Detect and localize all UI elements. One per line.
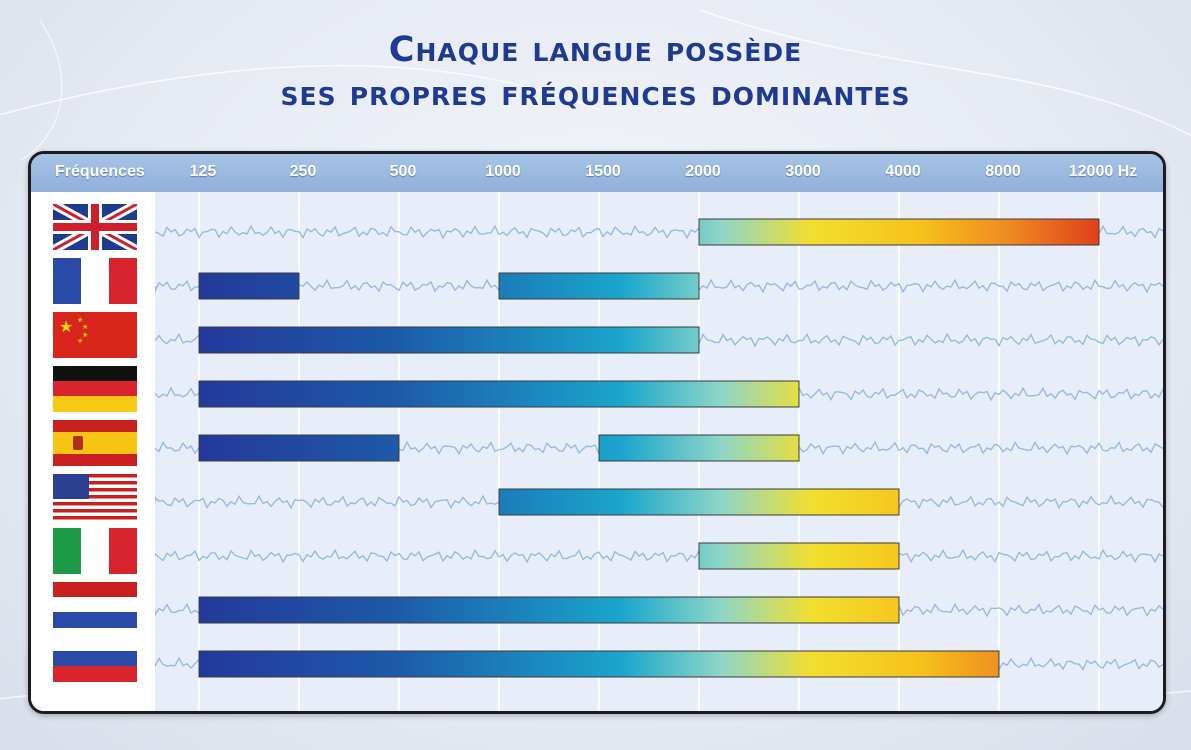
netherlands-flag-icon — [53, 582, 137, 628]
france-flag-icon — [53, 258, 137, 304]
flag-column: ★ ★ ★ ★ ★ — [31, 192, 155, 711]
frequency-range-bar — [498, 488, 900, 516]
chart-title-line-2: ses propres fréquences dominantes — [280, 74, 911, 114]
x-tick-label: 2000 — [685, 163, 721, 180]
x-tick-label: 500 — [389, 163, 417, 180]
spain-flag-icon — [53, 420, 137, 466]
svg-text:★: ★ — [77, 316, 83, 324]
united-kingdom-flag-icon — [53, 204, 137, 250]
svg-text:★: ★ — [82, 323, 88, 331]
china-flag-icon: ★ ★ ★ ★ ★ — [53, 312, 137, 358]
italy-flag-icon — [53, 528, 137, 574]
x-tick-label: 12000 Hz — [1068, 163, 1138, 180]
frequency-range-bar — [498, 272, 700, 300]
frequency-range-bar — [198, 380, 800, 408]
usa-flag-icon — [53, 474, 137, 520]
waveform-line — [155, 548, 1163, 564]
frequency-range-bar — [198, 596, 900, 624]
russia-flag-icon — [53, 636, 137, 682]
frequency-range-bar — [698, 218, 1100, 246]
x-axis-label: Fréquences — [55, 163, 145, 180]
plot-area — [155, 192, 1163, 711]
germany-flag-icon — [53, 366, 137, 412]
frequency-range-bar — [198, 434, 400, 462]
svg-text:★: ★ — [82, 331, 88, 339]
chart-svg — [155, 192, 1163, 711]
x-tick-label: 1500 — [585, 163, 621, 180]
frequency-axis-header: Fréquences 125 250 500 1000 1500 2000 30… — [31, 154, 1163, 192]
chart-panel: Fréquences 125 250 500 1000 1500 2000 30… — [28, 151, 1166, 714]
frequency-range-bar — [598, 434, 800, 462]
x-tick-label: 1000 — [485, 163, 521, 180]
frequency-range-bar — [698, 542, 900, 570]
x-tick-label: 4000 — [885, 163, 921, 180]
x-tick-label: 125 — [189, 163, 217, 180]
frequency-range-bar — [198, 272, 300, 300]
frequency-range-bar — [198, 650, 1000, 678]
svg-text:★: ★ — [59, 317, 73, 336]
svg-text:★: ★ — [77, 337, 83, 345]
frequency-range-bar — [198, 326, 700, 354]
x-tick-label: 8000 — [985, 163, 1021, 180]
x-tick-label: 3000 — [785, 163, 821, 180]
x-tick-label: 250 — [289, 163, 317, 180]
chart-title: Chaque langue possède ses propres fréque… — [0, 28, 1191, 116]
chart-title-line-1: Chaque langue possède — [388, 30, 803, 70]
